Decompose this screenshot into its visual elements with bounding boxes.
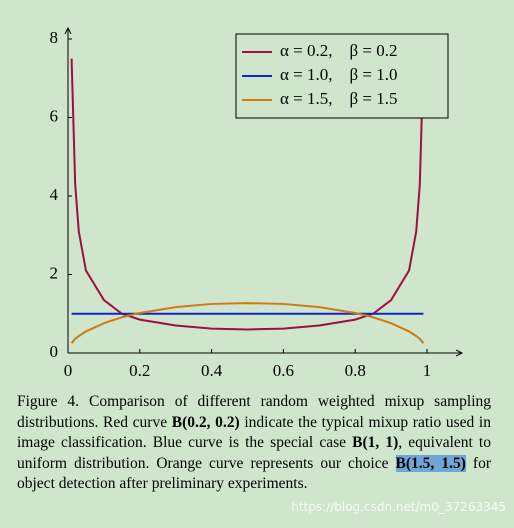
legend: α = 0.2, β = 0.2 α = 1.0, β = 1.0 α = 1.5,…: [235, 33, 449, 119]
x-tick-label: 0.8: [345, 361, 366, 380]
y-tick-label: 2: [50, 263, 59, 282]
legend-label: α = 1.5, β = 1.5: [280, 89, 397, 108]
caption-text: indicate the typical mixup ratio used in…: [17, 413, 491, 452]
caption-text: for object detection after preliminary e…: [17, 454, 491, 493]
watermark: https://blog.csdn.net/m0_37263345: [291, 500, 506, 514]
y-tick-label: 8: [50, 28, 59, 47]
y-tick-label: 6: [50, 106, 59, 125]
caption-formula: B(0.2, 0.2): [171, 413, 240, 431]
caption-text: , equivalent to uniform distribution. Or…: [17, 434, 491, 472]
caption-formula: B(1, 1): [352, 434, 399, 451]
x-tick-label: 0.4: [201, 361, 223, 380]
plot-area: [70, 58, 425, 344]
chart: α = 0.2, β = 0.2 α = 1.0, β = 1.0 α = 1.5,…: [50, 0, 514, 380]
series-line: [70, 302, 425, 344]
x-tick-label: 0: [64, 361, 73, 380]
x-tick-label: 1: [423, 361, 432, 380]
x-tick-label: 0.6: [273, 361, 294, 380]
legend-label: α = 0.2, β = 0.2: [280, 41, 397, 60]
caption-text: Figure 4. Comparison of different random…: [17, 393, 491, 431]
x-tick-label: 0.2: [129, 361, 150, 380]
y-tick-label: 4: [50, 185, 59, 204]
series-line: [70, 58, 425, 331]
legend-label: α = 1.0, β = 1.0: [280, 65, 397, 84]
y-tick-label: 0: [50, 342, 59, 361]
caption: Figure 4. Comparison of different random…: [17, 392, 491, 495]
caption-formula-highlight: B(1.5, 1.5): [395, 454, 466, 472]
